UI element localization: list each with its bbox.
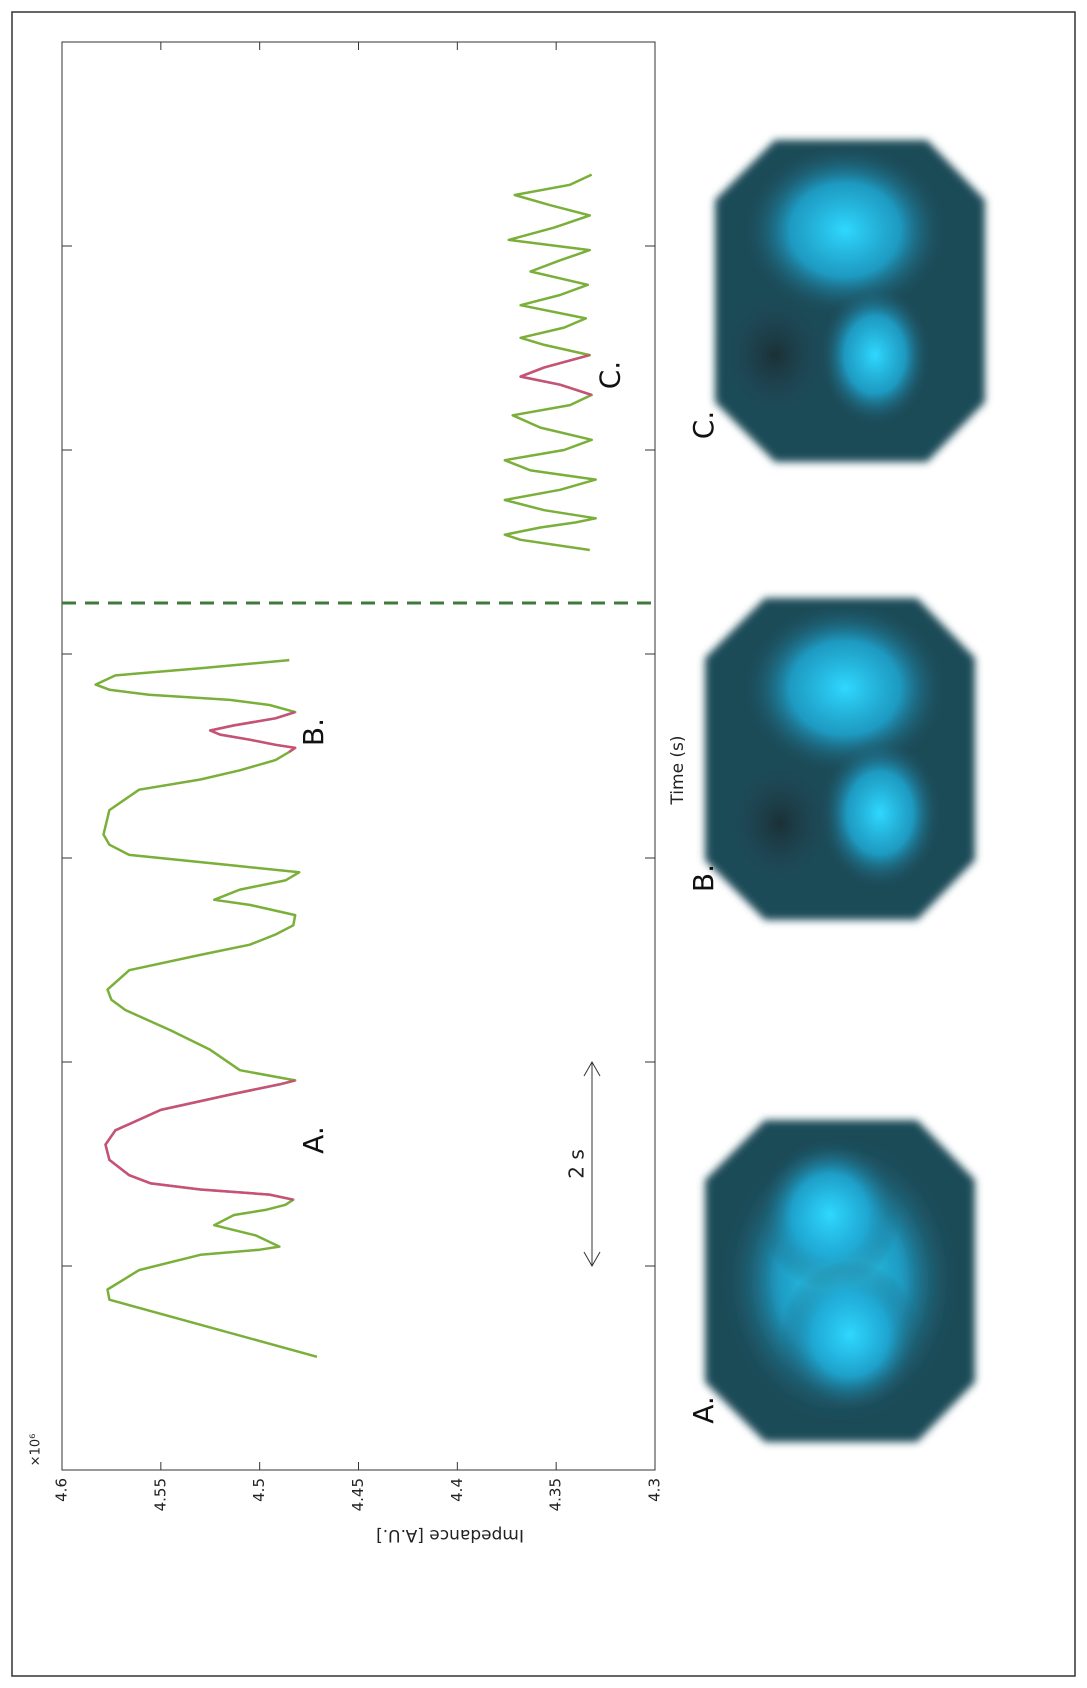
y-multiplier: ×10⁶ (29, 1434, 44, 1467)
scale-label: 2 s (565, 1149, 589, 1179)
y-tick-label: 4.55 (151, 1478, 169, 1511)
y-axis-label: Impedance [A.U.] (376, 1525, 524, 1545)
y-tick-label: 4.45 (349, 1478, 367, 1511)
plot-frame (62, 42, 655, 1470)
page: Impedance [A.U.] ×10⁶ Time (s) A. B. C. … (0, 0, 1087, 1688)
y-tick-label: 4.4 (448, 1478, 466, 1502)
image-label: B. (687, 864, 720, 892)
annotation: A. (297, 1126, 330, 1154)
y-tick-label: 4.5 (250, 1478, 268, 1502)
figure: Impedance [A.U.] ×10⁶ Time (s) A. B. C. … (0, 0, 1087, 1688)
eit-image-a (705, 1120, 975, 1442)
x-axis-label: Time (s) (668, 735, 688, 805)
image-label: C. (687, 411, 720, 439)
y-tick-label: 4.6 (53, 1478, 71, 1502)
annotation: C. (594, 361, 627, 389)
annotation: B. (297, 718, 330, 746)
eit-image-b (705, 598, 975, 920)
image-label: A. (687, 1396, 720, 1424)
y-tick-label: 4.35 (547, 1478, 565, 1511)
eit-image-c (715, 140, 985, 462)
y-tick-label: 4.3 (646, 1478, 664, 1502)
